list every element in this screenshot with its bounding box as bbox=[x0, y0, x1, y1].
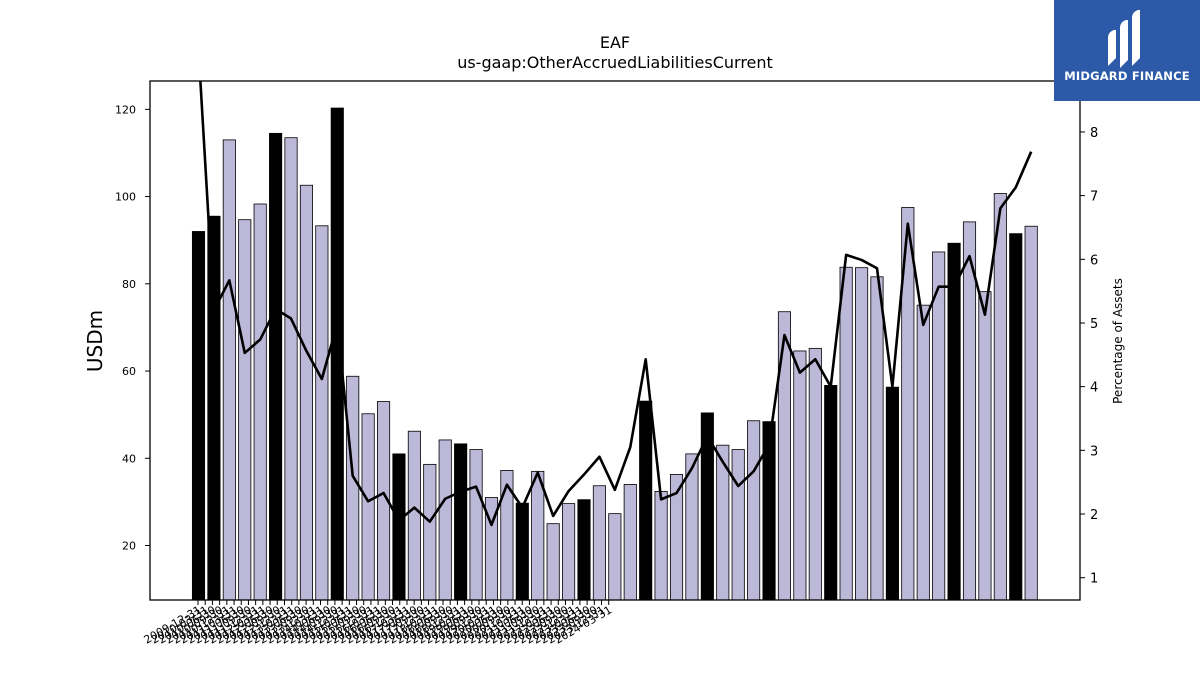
bar-annual bbox=[269, 132, 283, 601]
bar-quarter bbox=[731, 449, 745, 601]
bar-quarter bbox=[793, 350, 807, 601]
bar-annual bbox=[762, 421, 776, 601]
plot-frame bbox=[149, 80, 1081, 601]
bar-quarter bbox=[747, 420, 761, 601]
bar-quarter bbox=[562, 503, 576, 601]
x-axis: 2009-12-312010-03-312010-06-302010-09-30… bbox=[142, 600, 614, 647]
bar-quarter bbox=[531, 470, 545, 601]
bar-quarter bbox=[253, 203, 267, 601]
bar-annual bbox=[392, 453, 406, 601]
bar-series bbox=[191, 107, 1038, 601]
y2-tick-label: 6 bbox=[1090, 253, 1098, 268]
bar-quarter bbox=[608, 513, 622, 601]
bar-annual bbox=[454, 443, 468, 601]
bar-quarter bbox=[438, 439, 452, 601]
y-tick-label: 20 bbox=[122, 539, 136, 552]
bar-quarter bbox=[808, 347, 822, 601]
line-series bbox=[199, 81, 1033, 527]
chart-subtitle: us-gaap:OtherAccruedLiabilitiesCurrent bbox=[457, 53, 773, 72]
bar-quarter bbox=[222, 139, 236, 601]
bar-annual bbox=[639, 400, 653, 601]
bar-annual bbox=[577, 499, 591, 601]
y2-tick-label: 2 bbox=[1090, 508, 1098, 523]
y-axis-right: 1 2 3 4 5 6 7 8 bbox=[1080, 126, 1098, 587]
bar-quarter bbox=[469, 449, 483, 601]
bar-quarter bbox=[423, 463, 437, 601]
y-tick-label: 60 bbox=[122, 365, 136, 378]
y-axis-left: 20 40 60 80 100 120 bbox=[115, 103, 150, 552]
y2-tick-label: 7 bbox=[1090, 190, 1098, 205]
bar-quarter bbox=[238, 219, 252, 601]
bar-quarter bbox=[623, 484, 637, 601]
y2-axis-label: Percentage of Assets bbox=[1111, 278, 1125, 404]
y-tick-label: 100 bbox=[115, 191, 136, 204]
y2-tick-label: 4 bbox=[1090, 381, 1098, 396]
y2-tick-label: 5 bbox=[1090, 317, 1098, 332]
y-tick-label: 80 bbox=[122, 278, 136, 291]
bar-quarter bbox=[932, 251, 946, 601]
bar-annual bbox=[824, 385, 838, 601]
midgard-finance-logo: MIDGARD FINANCE bbox=[1054, 0, 1200, 101]
y2-tick-label: 3 bbox=[1090, 444, 1098, 459]
bar-quarter bbox=[407, 430, 421, 601]
bar-annual bbox=[947, 242, 961, 601]
bar-annual bbox=[207, 215, 221, 601]
y-tick-label: 120 bbox=[115, 103, 136, 116]
bar-annual bbox=[515, 502, 529, 601]
bar-quarter bbox=[916, 304, 930, 601]
bar-quarter bbox=[777, 311, 792, 601]
bar-quarter bbox=[855, 267, 869, 601]
bar-quarter bbox=[315, 225, 329, 601]
bar-quarter bbox=[962, 221, 977, 601]
bar-quarter bbox=[993, 193, 1007, 601]
bar-quarter bbox=[839, 266, 853, 601]
bar-annual bbox=[1009, 233, 1023, 601]
logo-mark-icon bbox=[1108, 10, 1140, 68]
logo-text: MIDGARD FINANCE bbox=[1064, 69, 1190, 83]
bar-quarter bbox=[284, 137, 298, 601]
percentage-line bbox=[199, 81, 1033, 527]
bar-annual bbox=[191, 231, 206, 601]
y2-tick-label: 8 bbox=[1090, 126, 1098, 141]
bar-quarter bbox=[654, 490, 668, 601]
bar-quarter bbox=[1024, 225, 1038, 601]
bar-annual bbox=[885, 386, 899, 601]
y2-tick-label: 1 bbox=[1090, 572, 1098, 587]
bar-quarter bbox=[299, 184, 313, 601]
y-axis-label: USDm bbox=[83, 310, 107, 372]
y-tick-label: 40 bbox=[122, 452, 136, 465]
bar-quarter bbox=[870, 276, 884, 601]
bar-quarter bbox=[546, 523, 560, 601]
bar-quarter bbox=[978, 291, 992, 601]
bar-quarter bbox=[361, 413, 375, 601]
bar-quarter bbox=[592, 485, 606, 601]
bar-quarter bbox=[346, 375, 360, 601]
chart-title: EAF bbox=[600, 33, 630, 52]
